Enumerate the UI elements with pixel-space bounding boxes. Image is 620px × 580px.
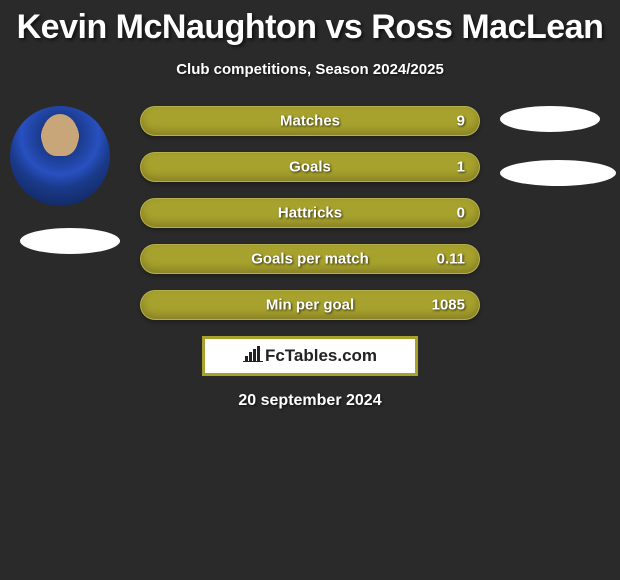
stats-bars: Matches 9 Goals 1 Hattricks 0 Goals per … bbox=[140, 106, 480, 320]
player2-pill-2 bbox=[500, 160, 616, 186]
stat-label: Hattricks bbox=[278, 205, 342, 222]
stat-label: Matches bbox=[280, 113, 340, 130]
brand-label: FcTables.com bbox=[265, 346, 377, 366]
player1-pill bbox=[20, 228, 120, 254]
player2-name: Ross MacLean bbox=[371, 8, 603, 46]
player1-avatar bbox=[10, 106, 110, 206]
stat-value: 0.11 bbox=[437, 251, 465, 268]
vs-text: vs bbox=[325, 8, 362, 46]
stat-bar-goals: Goals 1 bbox=[140, 152, 480, 182]
stat-value: 0 bbox=[457, 205, 465, 222]
bar-chart-icon bbox=[243, 346, 263, 367]
stat-label: Goals bbox=[289, 159, 331, 176]
page-title: Kevin McNaughton vs Ross MacLean bbox=[0, 0, 620, 47]
stat-value: 9 bbox=[457, 113, 465, 130]
stat-label: Min per goal bbox=[266, 297, 354, 314]
stat-value: 1085 bbox=[432, 297, 465, 314]
stat-bar-min-per-goal: Min per goal 1085 bbox=[140, 290, 480, 320]
player2-pill-1 bbox=[500, 106, 600, 132]
subtitle: Club competitions, Season 2024/2025 bbox=[0, 61, 620, 78]
stat-label: Goals per match bbox=[251, 251, 369, 268]
brand-text: FcTables.com bbox=[243, 346, 377, 367]
stat-bar-goals-per-match: Goals per match 0.11 bbox=[140, 244, 480, 274]
stat-bar-hattricks: Hattricks 0 bbox=[140, 198, 480, 228]
date-text: 20 september 2024 bbox=[0, 392, 620, 410]
brand-box: FcTables.com bbox=[202, 336, 418, 376]
stat-bar-matches: Matches 9 bbox=[140, 106, 480, 136]
comparison-content: Matches 9 Goals 1 Hattricks 0 Goals per … bbox=[0, 106, 620, 410]
player1-name: Kevin McNaughton bbox=[17, 8, 317, 46]
stat-value: 1 bbox=[457, 159, 465, 176]
